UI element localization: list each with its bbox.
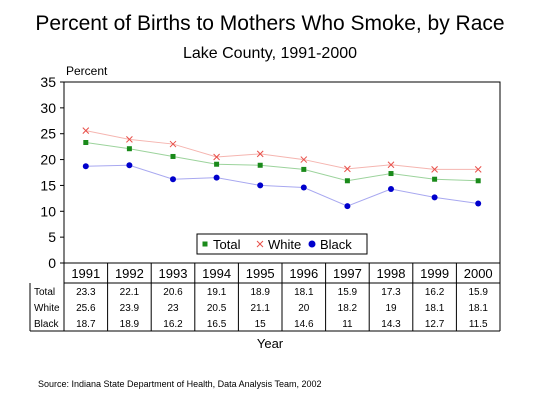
y-tick-label: 0 <box>48 255 56 271</box>
x-tick-label: 1993 <box>159 266 188 281</box>
table-cell-total: 19.1 <box>207 287 227 298</box>
legend-marker-black <box>308 240 316 248</box>
table-cell-total: 18.9 <box>250 287 270 298</box>
table-cell-white: 18.1 <box>468 303 488 314</box>
table-cell-black: 14.3 <box>381 319 401 330</box>
data-point-black <box>170 176 176 183</box>
data-point-white <box>213 153 220 161</box>
x-tick-label: 1999 <box>420 266 449 281</box>
line-chart: 0 5 10 15 20 25 30 35 Total White Black 1991 1992 199… <box>29 74 501 332</box>
table-cell-white: 18.2 <box>338 303 358 314</box>
data-point-total <box>257 162 263 168</box>
y-axis-label: Percent <box>66 64 108 78</box>
table-cell-total: 15.9 <box>468 287 488 298</box>
table-cell-white: 20 <box>298 303 310 314</box>
y-tick-label: 15 <box>40 177 56 193</box>
legend-label-white: White <box>268 237 301 252</box>
data-point-white <box>82 127 90 134</box>
table-cell-total: 23.3 <box>76 287 96 298</box>
legend-marker-total <box>202 241 208 247</box>
y-tick-label: 5 <box>48 229 56 245</box>
table-cell-white: 19 <box>385 303 397 314</box>
data-point-white <box>387 161 395 169</box>
table-cell-black: 18.7 <box>76 319 96 330</box>
legend-label-total: Total <box>213 237 241 252</box>
data-point-white <box>169 140 177 148</box>
y-tick-label: 35 <box>40 74 56 90</box>
data-point-total <box>214 161 220 167</box>
legend-label-black: Black <box>320 237 352 252</box>
table-cell-white: 20.5 <box>207 303 227 314</box>
x-tick-label: 2000 <box>464 266 493 281</box>
table-cell-black: 11.5 <box>469 319 488 330</box>
data-point-total <box>301 166 307 172</box>
table-cell-white: 23.9 <box>120 303 140 314</box>
table-cell-black: 15 <box>255 319 267 330</box>
data-point-white <box>474 166 482 173</box>
data-point-black <box>388 186 394 193</box>
data-point-white <box>126 136 133 143</box>
table-cell-total: 15.9 <box>338 287 358 298</box>
data-point-total <box>83 140 89 146</box>
table-row-label-white: White <box>34 303 60 314</box>
data-point-black <box>126 162 133 169</box>
legend-marker-white <box>256 240 264 248</box>
series-line-white <box>85 130 479 170</box>
data-point-black <box>82 163 89 170</box>
table-row-label-total: Total <box>34 287 55 298</box>
data-point-total <box>475 178 481 184</box>
table-row-label-black: Black <box>34 319 59 330</box>
table-cell-white: 18.1 <box>425 303 445 314</box>
x-tick-label: 1994 <box>202 266 231 281</box>
table-cell-white: 21.1 <box>250 303 270 314</box>
table-cell-black: 16.5 <box>207 319 227 330</box>
table-cell-black: 14.6 <box>294 319 314 330</box>
data-point-total <box>432 176 438 182</box>
data-point-black <box>300 184 307 191</box>
x-tick-label: 1992 <box>115 266 144 281</box>
data-point-total <box>388 171 394 177</box>
table-cell-total: 20.6 <box>163 287 183 298</box>
y-tick-label: 25 <box>40 126 56 142</box>
data-point-total <box>344 178 350 184</box>
x-tick-label: 1998 <box>377 266 406 281</box>
y-tick-label: 10 <box>40 203 56 219</box>
table-cell-total: 18.1 <box>294 287 314 298</box>
table-cell-black: 18.9 <box>120 319 140 330</box>
data-point-black <box>431 194 438 201</box>
data-point-black <box>257 182 264 189</box>
y-tick-label: 30 <box>40 100 56 116</box>
data-point-white <box>431 166 438 173</box>
data-point-total <box>126 146 132 152</box>
series-line-black <box>85 164 479 207</box>
source-note: Source: Indiana State Department of Heal… <box>38 379 322 389</box>
data-point-black <box>344 203 351 210</box>
series-line-total <box>85 142 479 182</box>
x-axis-label: Year <box>256 336 284 351</box>
x-tick-label: 1995 <box>246 266 275 281</box>
data-point-white <box>344 165 351 173</box>
table-cell-white: 23 <box>167 303 179 314</box>
data-point-black <box>475 200 482 207</box>
data-point-black <box>213 174 220 181</box>
x-tick-label: 1996 <box>289 266 318 281</box>
chart-title: Percent of Births to Mothers Who Smoke, … <box>35 12 505 35</box>
x-tick-label: 1997 <box>333 266 362 281</box>
table-cell-black: 16.2 <box>163 319 183 330</box>
table-cell-black: 12.7 <box>425 319 445 330</box>
table-cell-black: 11 <box>342 319 353 330</box>
table-cell-total: 22.1 <box>120 287 140 298</box>
chart-subtitle: Lake County, 1991-2000 <box>182 45 358 62</box>
y-tick-label: 20 <box>40 152 56 168</box>
x-tick-label: 1991 <box>71 266 100 281</box>
table-cell-total: 17.3 <box>381 287 401 298</box>
legend-box <box>196 233 368 255</box>
table-cell-total: 16.2 <box>425 287 445 298</box>
data-point-total <box>170 153 176 159</box>
data-point-white <box>256 150 264 158</box>
table-cell-white: 25.6 <box>76 303 96 314</box>
data-point-white <box>300 156 308 163</box>
